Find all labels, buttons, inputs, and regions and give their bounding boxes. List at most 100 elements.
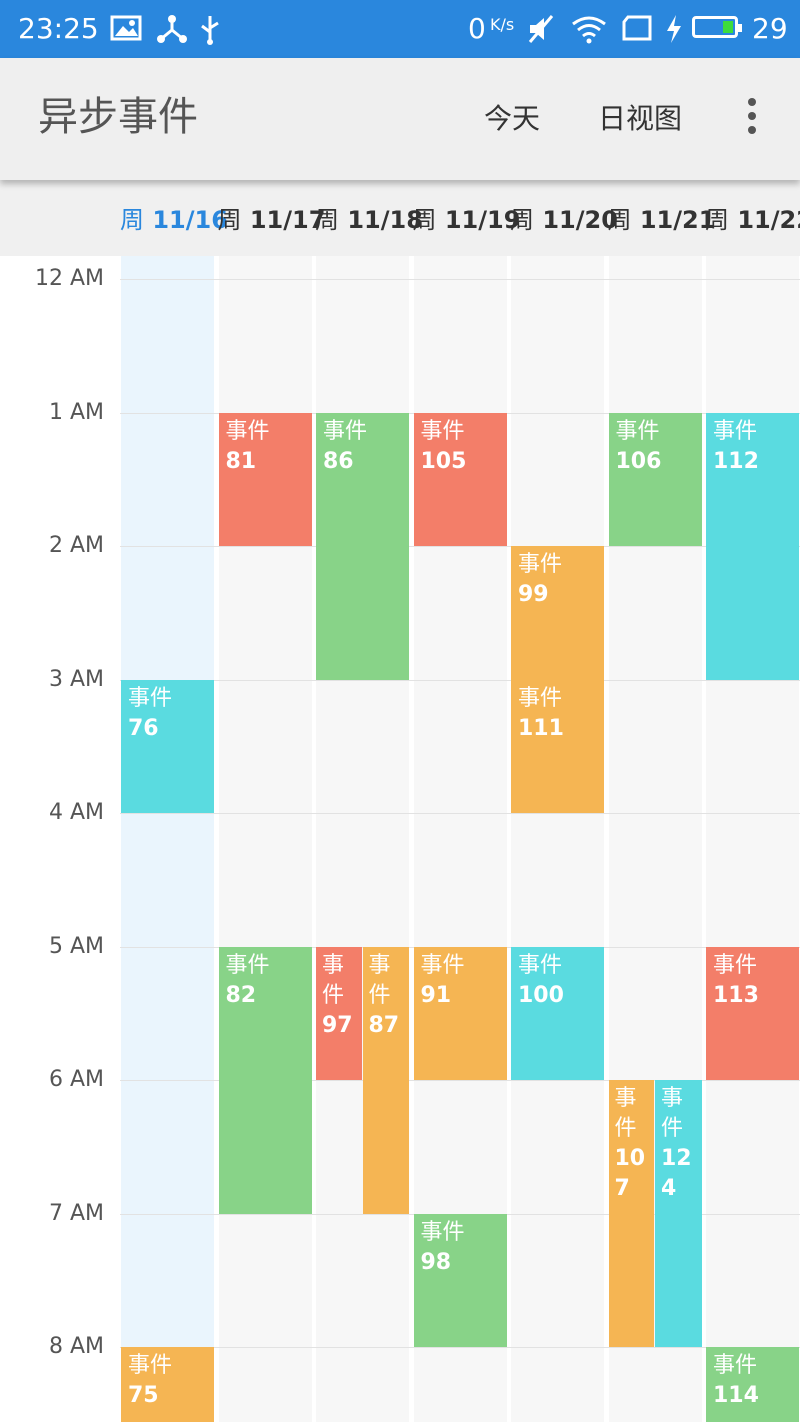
event-number: 105 [420,448,467,474]
day-header-prefix: 周 [705,206,729,234]
day-header-prefix: 周 [315,206,339,234]
day-header-prefix: 周 [412,206,437,234]
day-header-0[interactable]: 周 11/16 [120,180,228,256]
event-title: 事件 [323,418,368,444]
day-header-5[interactable]: 周 11/21 [608,180,716,256]
day-header-4[interactable]: 周 11/20 [510,180,618,256]
event-number: 98 [420,1249,452,1275]
page-title: 异步事件 [38,94,198,140]
event-block[interactable]: 事件 82 [218,946,312,1214]
event-title: 事件 [128,1353,173,1378]
event-title: 事件 [368,952,391,1008]
event-title: 事件 [518,552,563,577]
day-header-prefix: 周 [510,206,534,234]
event-block[interactable]: 事件 111 [511,679,604,813]
event-block[interactable]: 事件 107 [608,1080,654,1347]
event-number: 111 [518,715,564,741]
event-number: 81 [225,448,257,474]
image-icon [110,15,142,41]
day-header-2[interactable]: 周 11/18 [315,180,423,256]
day-header-prefix: 周 [217,206,242,234]
event-block[interactable]: 事件 98 [413,1213,507,1347]
event-block[interactable]: 事件 106 [608,412,702,546]
event-number: 124 [661,1146,692,1201]
event-title: 事件 [614,1086,637,1141]
day-column[interactable] [511,256,604,1422]
battery-icon [692,16,742,38]
time-label: 2 AM [48,533,104,558]
time-label: 8 AM [48,1334,104,1359]
week-calendar-grid[interactable]: 12 AM 1 AM 2 AM 3 AM 4 AM 5 AM 6 AM 7 AM 8 AM 事件 7… [0,256,800,1422]
event-block[interactable]: 事件 87 [362,946,409,1214]
wifi-icon [572,16,606,44]
time-label: 4 AM [48,800,104,825]
hour-line [120,279,800,280]
event-title: 事件 [713,418,758,444]
day-header-6[interactable]: 周 11/22 [705,180,800,256]
day-header-prefix: 周 [120,206,144,234]
event-title: 事件 [713,1353,758,1378]
event-block[interactable]: 事件 114 [706,1347,799,1422]
event-block[interactable]: 事件 105 [413,412,507,546]
event-title: 事件 [420,1219,465,1245]
more-vert-icon[interactable] [740,98,764,138]
event-title: 事件 [128,685,173,711]
event-number: 107 [614,1146,646,1201]
time-label: 3 AM [48,666,104,692]
day-column[interactable] [121,256,214,1422]
event-number: 76 [128,715,159,741]
day-header-3[interactable]: 周 11/19 [413,180,521,256]
event-title: 事件 [661,1086,684,1141]
event-number: 100 [518,982,564,1008]
event-block[interactable]: 事件 86 [316,412,409,680]
hour-line [120,813,800,814]
event-number: 82 [225,982,257,1008]
day-header-prefix: 周 [607,206,632,234]
hour-line [120,1347,800,1348]
event-block[interactable]: 事件 113 [706,946,799,1080]
hour-line [120,1080,800,1081]
event-block[interactable]: 事件 75 [121,1347,214,1422]
usb-icon [201,16,219,45]
event-number: 106 [615,448,662,474]
status-bar: 23:25 0 K/s 29 [0,0,800,58]
event-number: 86 [323,448,354,474]
hour-line [120,546,800,547]
event-number: 113 [713,982,759,1008]
event-block[interactable]: 事件 91 [413,946,507,1080]
event-number: 114 [713,1383,759,1408]
event-title: 事件 [322,952,345,1008]
event-block[interactable]: 事件 112 [706,412,799,680]
event-block[interactable]: 事件 100 [511,946,604,1080]
event-title: 事件 [225,418,270,444]
battery-level: 29 [752,12,788,45]
today-button[interactable]: 今天 [484,102,541,135]
event-block[interactable]: 事件 124 [655,1080,702,1347]
day-header-1[interactable]: 周 11/17 [218,180,326,256]
app-toolbar: 异步事件 今天 日视图 [0,58,800,180]
event-block[interactable]: 事件 97 [316,946,362,1080]
time-label: 7 AM [48,1200,104,1226]
event-title: 事件 [518,952,563,978]
day-header-date: 11/17 [241,206,326,234]
event-title: 事件 [518,685,563,711]
day-header-date: 11/19 [436,206,521,234]
event-title: 事件 [420,952,465,978]
day-header-date: 11/16 [144,206,228,234]
day-header-date: 11/20 [534,206,618,234]
day-view-button[interactable]: 日视图 [598,102,683,135]
event-block[interactable]: 事件 99 [511,546,604,680]
day-header-date: 11/21 [631,206,716,234]
event-number: 112 [713,448,759,474]
time-label: 12 AM [34,266,104,291]
day-header-date: 11/22 [737,206,800,234]
time-label: 6 AM [48,1067,104,1092]
status-time: 23:25 [18,12,99,45]
event-number: 91 [420,982,452,1008]
charging-icon [667,15,681,43]
event-block[interactable]: 事件 81 [218,412,312,546]
event-block[interactable]: 事件 76 [121,679,214,813]
sim-icon [622,15,652,41]
net-speed: 0 [468,12,486,45]
time-label: 1 AM [48,399,104,425]
